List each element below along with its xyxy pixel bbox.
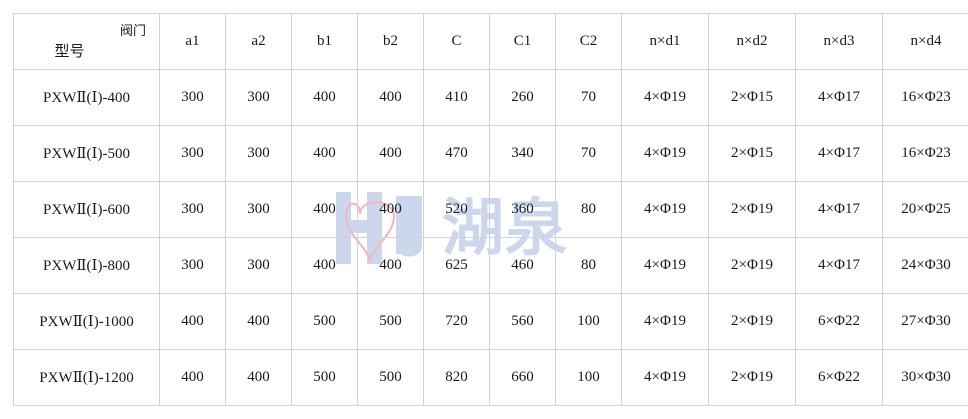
cell-C1: 340: [489, 125, 556, 182]
cell-nd1: 4×Φ19: [621, 125, 709, 182]
cell-C1: 360: [489, 181, 556, 238]
cell-nd3: 4×Φ17: [795, 125, 883, 182]
table-row: PXWⅡ(Ⅰ)-400 300 300 400 400 410 260 70 4×Φ19 2×Φ1…: [13, 69, 968, 126]
cell-nd3: 4×Φ17: [795, 69, 883, 126]
cell-a2: 300: [225, 237, 292, 294]
cell-b1: 400: [291, 237, 358, 294]
cell-C2: 100: [555, 349, 622, 406]
cell-a1: 400: [159, 293, 226, 350]
cell-C: 720: [423, 293, 490, 350]
cell-nd2: 2×Φ19: [708, 293, 796, 350]
table-row: PXWⅡ(Ⅰ)-1000 400 400 500 500 720 560 100 4×Φ19 2×…: [13, 293, 968, 350]
cell-nd2: 2×Φ19: [708, 237, 796, 294]
cell-nd2: 2×Φ19: [708, 349, 796, 406]
cell-nd4: 16×Φ23: [882, 125, 968, 182]
cell-C1: 260: [489, 69, 556, 126]
cell-model: PXWⅡ(Ⅰ)-1200: [13, 349, 160, 406]
cell-model: PXWⅡ(Ⅰ)-400: [13, 69, 160, 126]
cell-a2: 400: [225, 349, 292, 406]
table-row: PXWⅡ(Ⅰ)-1200 400 400 500 500 820 660 100 4×Φ19 2×…: [13, 349, 968, 406]
cell-C: 470: [423, 125, 490, 182]
header-cell-C2: C2: [555, 13, 622, 70]
cell-b1: 500: [291, 349, 358, 406]
cell-b2: 400: [357, 125, 424, 182]
cell-C1: 560: [489, 293, 556, 350]
header-cell-a2: a2: [225, 13, 292, 70]
valve-spec-table: 阀门 型号 a1 a2 b1 b2 C C1 C2 n×d1 n×d2 n×d3 n×d4 PXWⅡ…: [13, 13, 968, 406]
cell-nd4: 16×Φ23: [882, 69, 968, 126]
cell-a2: 300: [225, 125, 292, 182]
header-model-top: 阀门: [119, 24, 146, 39]
header-cell-model: 阀门 型号: [13, 13, 160, 70]
header-model-bottom: 型号: [54, 42, 85, 60]
table-row: PXWⅡ(Ⅰ)-500 300 300 400 400 470 340 70 4×Φ19 2×Φ1…: [13, 125, 968, 182]
cell-b1: 400: [291, 181, 358, 238]
cell-C1: 660: [489, 349, 556, 406]
cell-b1: 500: [291, 293, 358, 350]
cell-a1: 300: [159, 181, 226, 238]
cell-C: 410: [423, 69, 490, 126]
cell-nd2: 2×Φ15: [708, 125, 796, 182]
cell-C2: 70: [555, 125, 622, 182]
spec-table-container: 阀门 型号 a1 a2 b1 b2 C C1 C2 n×d1 n×d2 n×d3 n×d4 PXWⅡ…: [13, 13, 968, 406]
cell-nd4: 20×Φ25: [882, 181, 968, 238]
cell-a1: 300: [159, 69, 226, 126]
cell-nd1: 4×Φ19: [621, 349, 709, 406]
cell-model: PXWⅡ(Ⅰ)-600: [13, 181, 160, 238]
cell-a2: 300: [225, 69, 292, 126]
cell-C2: 70: [555, 69, 622, 126]
cell-model: PXWⅡ(Ⅰ)-1000: [13, 293, 160, 350]
header-cell-C: C: [423, 13, 490, 70]
header-cell-b1: b1: [291, 13, 358, 70]
cell-nd3: 4×Φ17: [795, 237, 883, 294]
cell-b2: 400: [357, 181, 424, 238]
cell-C: 625: [423, 237, 490, 294]
cell-a2: 300: [225, 181, 292, 238]
cell-b2: 400: [357, 237, 424, 294]
cell-nd2: 2×Φ15: [708, 69, 796, 126]
cell-C2: 80: [555, 237, 622, 294]
cell-nd1: 4×Φ19: [621, 237, 709, 294]
cell-model: PXWⅡ(Ⅰ)-500: [13, 125, 160, 182]
cell-a1: 300: [159, 237, 226, 294]
cell-nd3: 6×Φ22: [795, 293, 883, 350]
cell-nd4: 30×Φ30: [882, 349, 968, 406]
cell-a2: 400: [225, 293, 292, 350]
cell-nd2: 2×Φ19: [708, 181, 796, 238]
cell-b1: 400: [291, 125, 358, 182]
cell-C: 520: [423, 181, 490, 238]
cell-nd4: 27×Φ30: [882, 293, 968, 350]
cell-a1: 400: [159, 349, 226, 406]
cell-C2: 80: [555, 181, 622, 238]
cell-nd1: 4×Φ19: [621, 69, 709, 126]
cell-C: 820: [423, 349, 490, 406]
header-cell-nd4: n×d4: [882, 13, 968, 70]
table-header: 阀门 型号 a1 a2 b1 b2 C C1 C2 n×d1 n×d2 n×d3 n×d4: [13, 13, 968, 70]
table-body: PXWⅡ(Ⅰ)-400 300 300 400 400 410 260 70 4×Φ19 2×Φ1…: [13, 69, 968, 406]
header-cell-nd1: n×d1: [621, 13, 709, 70]
header-cell-C1: C1: [489, 13, 556, 70]
cell-C2: 100: [555, 293, 622, 350]
cell-a1: 300: [159, 125, 226, 182]
cell-b1: 400: [291, 69, 358, 126]
table-row: PXWⅡ(Ⅰ)-600 300 300 400 400 520 360 80 4×Φ19 2×Φ1…: [13, 181, 968, 238]
cell-b2: 500: [357, 293, 424, 350]
header-cell-b2: b2: [357, 13, 424, 70]
cell-b2: 400: [357, 69, 424, 126]
header-cell-nd2: n×d2: [708, 13, 796, 70]
cell-nd3: 6×Φ22: [795, 349, 883, 406]
cell-nd4: 24×Φ30: [882, 237, 968, 294]
cell-b2: 500: [357, 349, 424, 406]
header-row: 阀门 型号 a1 a2 b1 b2 C C1 C2 n×d1 n×d2 n×d3 n×d4: [13, 13, 968, 70]
cell-C1: 460: [489, 237, 556, 294]
cell-nd3: 4×Φ17: [795, 181, 883, 238]
cell-nd1: 4×Φ19: [621, 293, 709, 350]
header-cell-a1: a1: [159, 13, 226, 70]
table-row: PXWⅡ(Ⅰ)-800 300 300 400 400 625 460 80 4×Φ19 2×Φ1…: [13, 237, 968, 294]
cell-model: PXWⅡ(Ⅰ)-800: [13, 237, 160, 294]
header-cell-nd3: n×d3: [795, 13, 883, 70]
cell-nd1: 4×Φ19: [621, 181, 709, 238]
